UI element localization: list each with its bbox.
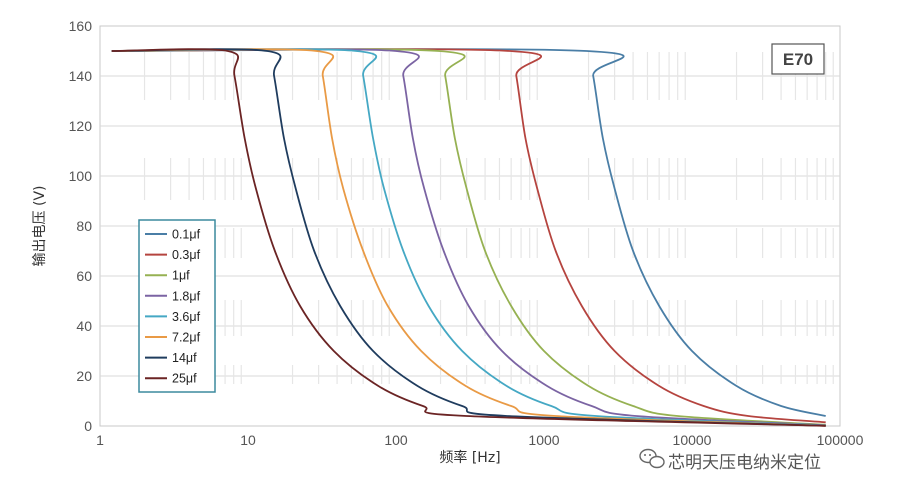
series-line-1 <box>111 48 826 417</box>
watermark-text: 芯明天压电纳米定位 <box>668 453 821 473</box>
x-axis-title: 频率 [Hz] <box>439 449 500 466</box>
y-tick-label: 160 <box>69 18 93 34</box>
series-line-6 <box>111 48 826 427</box>
x-tick-label: 1 <box>96 432 104 448</box>
legend-label: 1.8μf <box>172 289 201 303</box>
y-tick-label: 100 <box>69 168 93 184</box>
y-axis-ticks: 0 20 40 60 80 100 120 140 160 <box>69 18 93 434</box>
y-tick-label: 0 <box>84 418 92 434</box>
y-tick-label: 80 <box>76 218 92 234</box>
series-line-5 <box>111 48 826 427</box>
x-tick-label: 100 <box>384 432 408 448</box>
y-tick-label: 120 <box>69 118 93 134</box>
legend-label: 1μf <box>172 269 190 283</box>
x-tick-label: 100000 <box>817 432 864 448</box>
y-axis-title: 输出电压 (V) <box>32 186 48 267</box>
series-line-7 <box>111 48 826 427</box>
background-tick-pattern <box>143 52 834 384</box>
wechat-icon <box>639 448 665 469</box>
tag-label: E70 <box>783 50 813 69</box>
legend: 0.1μf 0.3μf 1μf 1.8μf 3.6μf 7.2μf 14μf 25μf <box>138 219 216 393</box>
legend-label: 25μf <box>172 372 197 386</box>
tag-box: E70 <box>771 43 825 75</box>
legend-label: 0.3μf <box>172 248 201 262</box>
x-tick-label: 10 <box>240 432 256 448</box>
x-tick-label: 1000 <box>528 432 559 448</box>
series-lines <box>111 48 826 427</box>
y-tick-label: 140 <box>69 68 93 84</box>
legend-box <box>138 219 216 393</box>
grid <box>100 75 840 377</box>
legend-label: 3.6μf <box>172 310 201 324</box>
series-line-2 <box>111 48 826 424</box>
legend-label: 0.1μf <box>172 228 201 242</box>
watermark: 芯明天压电纳米定位 <box>639 448 821 473</box>
series-line-4 <box>111 48 826 427</box>
y-tick-label: 20 <box>76 368 92 384</box>
y-tick-label: 60 <box>76 268 92 284</box>
x-tick-label: 10000 <box>673 432 712 448</box>
series-line-8 <box>111 48 826 427</box>
y-tick-label: 40 <box>76 318 92 334</box>
legend-label: 7.2μf <box>172 331 201 345</box>
series-line-3 <box>111 48 826 426</box>
x-axis-ticks: 1 10 100 1000 10000 100000 <box>96 432 863 448</box>
legend-label: 14μf <box>172 351 197 365</box>
